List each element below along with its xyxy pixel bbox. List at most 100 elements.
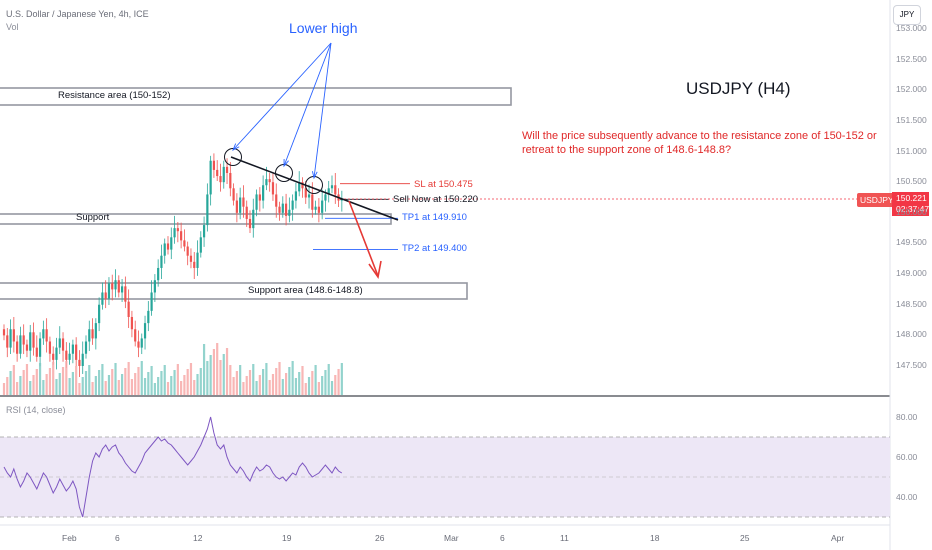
candle-body [262,185,265,201]
time-tick-label: 6 [500,533,505,543]
candle-body [304,188,307,198]
volume-bar [114,363,117,395]
tp2-label: TP2 at 149.400 [402,243,467,254]
candle-body [153,280,156,293]
volume-bar [84,371,88,395]
candle-body [334,185,337,195]
price-tick-label: 151.000 [896,145,927,156]
volume-bar [2,383,6,395]
volume-bar [176,364,179,395]
volume-bar [193,380,196,395]
time-tick-label: 18 [650,533,660,543]
volume-bar [153,383,156,395]
candle-body [265,179,268,186]
volume-bar [294,378,298,395]
volume-bar [55,379,58,395]
candle-body [35,347,38,357]
volume-bar [262,369,265,395]
volume-bar [140,361,143,395]
tp1-label: TP1 at 149.910 [402,212,467,223]
volume-bar [170,376,173,395]
lower-high-annotation: Lower high [289,20,358,36]
candle-body [281,203,284,213]
candle-body [38,338,42,357]
volume-bar [35,369,38,395]
candle-body [317,206,320,213]
volume-bar [12,365,15,395]
volume-bar [271,374,275,395]
volume-bar [107,375,111,395]
candle-body [143,323,147,339]
candle-body [248,218,252,229]
lower-high-pointer [313,42,332,179]
currency-button[interactable]: JPY [893,5,921,25]
candle-body [321,200,324,213]
candle-body [301,182,304,189]
volume-bar [219,360,222,395]
candle-body [160,255,163,268]
volume-bar [42,380,45,395]
candle-body [61,338,65,351]
volume-bar [38,363,42,395]
rsi-axis-60: 60.00 [896,452,918,462]
volume-bar [288,367,291,395]
volume-bar [248,370,252,395]
support-area-label: Support area (148.6-148.8) [248,285,363,296]
volume-bar [334,375,337,395]
candle-body [278,206,281,213]
rsi-label: RSI (14, close) [6,405,66,415]
candle-body [212,160,216,170]
candle-body [42,329,45,339]
candle-body [150,292,153,311]
candle-body [94,323,97,339]
volume-bar [71,372,74,395]
volume-bar [281,379,284,395]
volume-bar [160,371,163,395]
price-tick-label: 152.500 [896,53,927,64]
volume-bar [75,366,78,395]
candle-body [311,194,314,210]
volume-bar [130,379,134,395]
candle-body [55,347,58,360]
volume-bar [166,382,170,395]
volume-bar [104,381,107,395]
candle-body [340,199,343,201]
candle-body [258,194,261,201]
volume-bar [124,368,127,395]
last-price-value: 150.221 [896,193,927,203]
candle-body [268,179,271,183]
volume-bar [284,373,288,395]
candle-body [107,283,111,299]
candle-body [98,304,101,324]
volume-bar [137,367,140,395]
candle-body [255,194,258,210]
volume-bar [127,362,130,395]
candle-body [134,329,137,342]
lower-high-arrowhead [232,143,240,151]
symbol-price-badge: USDJPY [857,193,897,207]
candle-body [225,166,229,173]
volume-bar [134,373,137,395]
volume-bar [61,367,65,395]
support-line-box [0,213,392,225]
volume-bar [242,382,245,395]
volume-bar [340,363,343,395]
resistance-area-label: Resistance area (150-152) [58,90,171,101]
volume-bar [245,376,248,395]
volume-bar [291,361,294,395]
candle-body [12,329,15,342]
candle-body [202,225,206,238]
candle-body [75,344,78,360]
candle-body [81,353,84,366]
volume-bar [157,377,160,395]
candle-body [288,209,291,216]
candle-body [186,246,189,256]
candle-body [183,240,186,247]
volume-bar [88,365,91,395]
candle-body [91,329,94,339]
time-tick-label: 26 [375,533,385,543]
candle-body [19,335,22,354]
candle-body [216,169,219,177]
candle-body [206,194,209,226]
